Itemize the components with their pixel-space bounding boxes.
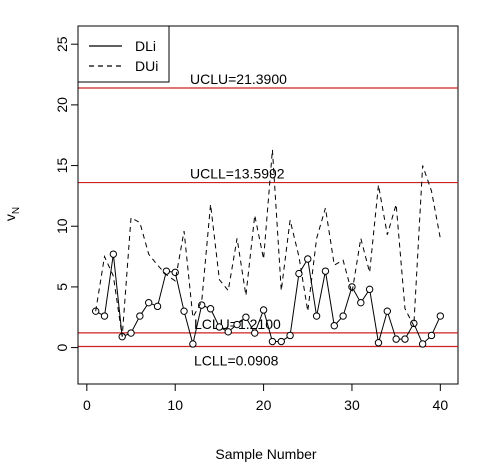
- x-axis-title: Sample Number: [215, 446, 316, 462]
- x-tick-label: 20: [256, 397, 272, 413]
- y-axis-title-main: v: [2, 214, 18, 221]
- y-axis: 0 5 10 15 20 25: [54, 36, 79, 351]
- data-point-dli: [418, 340, 427, 348]
- x-tick-label: 10: [167, 397, 183, 413]
- data-point-dli: [392, 335, 400, 343]
- data-point-dli: [100, 312, 109, 320]
- y-tick-label: 5: [54, 283, 70, 291]
- y-tick-label: 20: [54, 97, 70, 113]
- control-limit-label: UCLU=21.3900: [190, 71, 287, 87]
- data-point-dli: [109, 250, 118, 258]
- data-point-dli: [436, 312, 445, 320]
- y-tick-label: 0: [54, 343, 70, 351]
- data-point-dli: [277, 337, 285, 346]
- y-tick-label: 25: [54, 36, 70, 52]
- data-point-dli: [127, 329, 135, 337]
- control-limit-label: LCLL=0.0908: [194, 352, 279, 368]
- series-line-dli: [95, 254, 441, 345]
- data-point-dli: [144, 298, 153, 307]
- data-point-dli: [259, 306, 268, 314]
- data-point-dli: [357, 298, 365, 307]
- data-point-dli: [251, 329, 259, 337]
- legend: DLi DUi: [77, 25, 170, 83]
- x-axis: 0 10 20 30 40: [83, 383, 449, 413]
- data-point-dli: [180, 307, 188, 315]
- legend-box: [77, 25, 170, 83]
- data-point-dli: [374, 339, 383, 347]
- data-point-dli: [365, 285, 374, 294]
- y-tick-label: 10: [54, 218, 70, 234]
- data-point-dli: [224, 328, 232, 336]
- y-axis-title: vN: [2, 207, 22, 221]
- series-group: [91, 149, 445, 348]
- y-tick-label: 15: [54, 158, 70, 174]
- data-point-dli: [304, 255, 312, 263]
- legend-label-dli: DLi: [135, 38, 156, 54]
- data-point-dli: [162, 267, 171, 275]
- data-point-dli: [268, 337, 277, 346]
- data-point-dli: [286, 331, 294, 340]
- x-tick-label: 30: [344, 397, 360, 413]
- control-limit-label: UCLL=13.5992: [190, 166, 285, 182]
- data-point-dli: [321, 267, 330, 275]
- series-line-dui: [95, 149, 441, 337]
- data-point-dli: [206, 305, 215, 313]
- x-tick-label: 40: [433, 397, 449, 413]
- data-point-dli: [153, 302, 162, 311]
- data-point-dli: [295, 269, 303, 278]
- data-point-dli: [171, 268, 179, 277]
- data-point-dli: [242, 313, 250, 321]
- data-point-dli: [383, 307, 392, 315]
- data-point-dli: [401, 335, 409, 343]
- data-point-dli: [136, 312, 144, 320]
- data-point-dli: [339, 312, 347, 320]
- data-point-dli: [330, 322, 338, 330]
- data-point-dli: [427, 331, 436, 340]
- data-point-dli: [348, 283, 356, 291]
- y-axis-title-subscript: N: [11, 207, 22, 214]
- data-point-dli: [233, 320, 241, 329]
- data-point-dli: [189, 340, 197, 348]
- data-point-dli: [312, 312, 321, 320]
- x-tick-label: 0: [83, 397, 91, 413]
- legend-label-dui: DUi: [135, 58, 158, 74]
- data-point-dli: [215, 323, 224, 331]
